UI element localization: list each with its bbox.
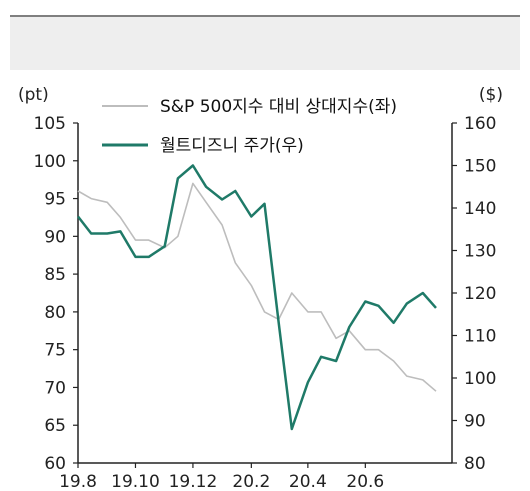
right-tick-label: 160 (464, 114, 496, 134)
left-tick-label: 95 (44, 190, 66, 210)
x-tick-label: 19.12 (169, 472, 218, 491)
left-tick-label: 90 (44, 227, 66, 247)
left-tick-label: 60 (44, 454, 66, 474)
x-tick-label: 19.10 (111, 472, 160, 491)
right-tick-label: 140 (464, 199, 496, 219)
axes (77, 123, 453, 464)
left-tick-label: 75 (44, 341, 66, 361)
legend-label-relative-index: S&P 500지수 대비 상대지수(좌) (160, 97, 397, 117)
legend-label-disney-price: 월트디즈니 주가(우) (160, 136, 304, 156)
left-tick-label: 70 (44, 378, 66, 398)
right-tick-label: 110 (464, 327, 496, 347)
x-tick-label: 19.8 (59, 472, 97, 491)
right-tick-label: 120 (464, 284, 496, 304)
left-tick-label: 105 (34, 114, 66, 134)
left-tick-label: 85 (44, 265, 66, 285)
right-axis-unit: ($) (479, 85, 503, 105)
series-line-disney-price (77, 164, 437, 431)
left-tick-label: 80 (44, 303, 66, 323)
left-axis-ticks: 105 100 95 90 85 80 75 70 65 60 (34, 114, 78, 474)
header-band (10, 17, 520, 70)
left-axis-unit: (pt) (18, 85, 49, 105)
series-line-relative-index (77, 182, 437, 392)
right-tick-label: 90 (464, 412, 486, 432)
x-tick-label: 20.2 (232, 472, 270, 491)
x-tick-label: 20.4 (289, 472, 327, 491)
series-lines (77, 164, 437, 431)
x-tick-label: 20.6 (346, 472, 384, 491)
left-tick-label: 100 (34, 152, 66, 172)
legend: S&P 500지수 대비 상대지수(좌) 월트디즈니 주가(우) (102, 97, 397, 156)
left-tick-label: 65 (44, 416, 66, 436)
right-tick-label: 150 (464, 157, 496, 177)
right-tick-label: 80 (464, 454, 486, 474)
right-tick-label: 130 (464, 242, 496, 262)
x-axis-ticks: 19.8 19.10 19.12 20.2 20.4 20.6 (59, 463, 384, 491)
right-tick-label: 100 (464, 369, 496, 389)
right-axis-ticks: 160 150 140 130 120 110 100 90 80 (452, 114, 496, 474)
